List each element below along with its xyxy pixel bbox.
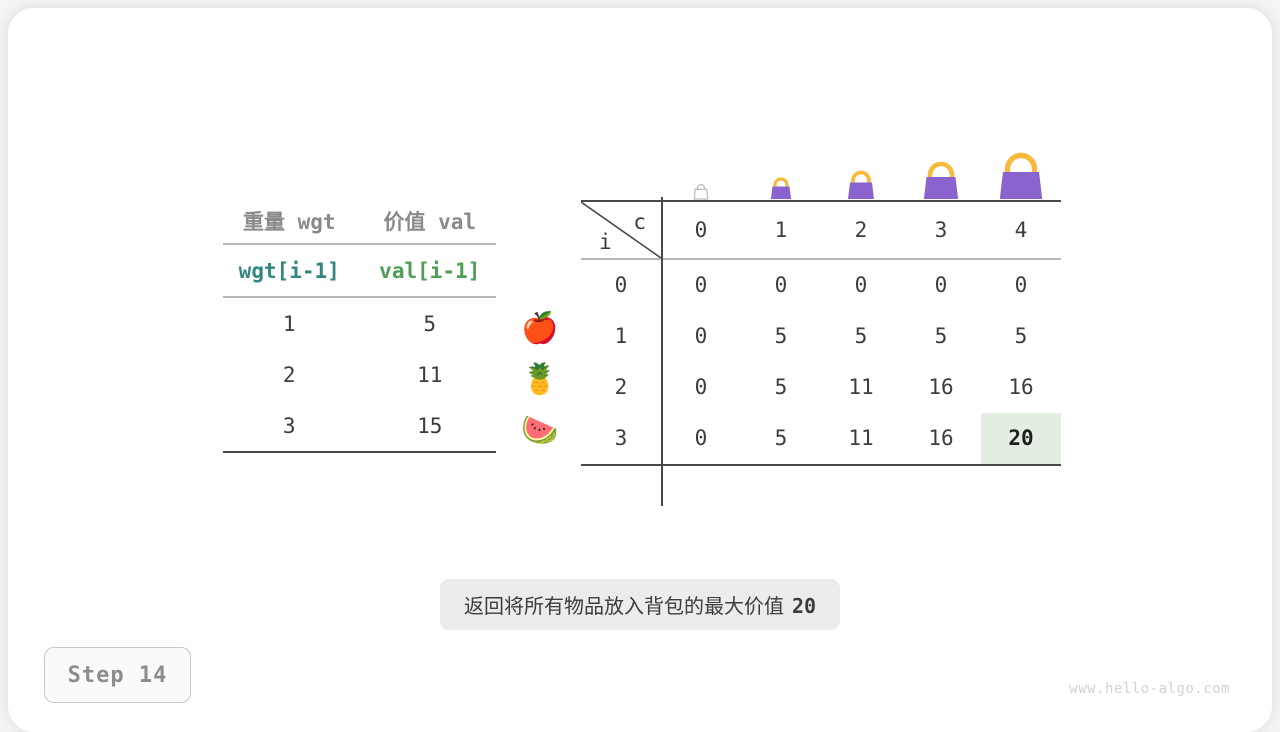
dp-cell-2-0: 0: [694, 375, 708, 399]
watermelon-emoji: 🍉: [521, 413, 559, 448]
dp-axis-label-c: c: [633, 210, 646, 234]
bag-cell-4: [981, 138, 1061, 200]
table-row: 0 0 0 0 0 0: [581, 260, 1061, 311]
bag-icon-1: [770, 177, 792, 199]
dp-col-header-2: 2: [854, 218, 868, 242]
dp-cell-3-4-highlighted: 20: [981, 413, 1061, 464]
bag-cell-3: [901, 138, 981, 200]
caption-value: 20: [791, 594, 817, 618]
items-table-rule-mid: [223, 296, 496, 298]
caption-banner: 返回将所有物品放入背包的最大价值 20: [439, 579, 841, 630]
slide-card: 重量 wgt 价值 val wgt[i-1] val[i-1] 1 5 2 11…: [8, 8, 1272, 732]
item-weight-3: 3: [282, 413, 296, 438]
step-badge-label: Step 14: [67, 662, 168, 688]
items-header-weight: 重量 wgt: [242, 209, 336, 234]
bag-cell-0: [661, 138, 741, 200]
dp-row-header-0: 0: [614, 273, 628, 297]
item-value-2: 11: [417, 362, 443, 387]
dp-rule-bottom: [581, 464, 1061, 466]
table-row: 3 15: [223, 400, 496, 451]
table-row: 1 5: [223, 298, 496, 349]
dp-cell-3-1: 5: [774, 426, 788, 450]
items-subheader-val: val[i-1]: [379, 258, 481, 283]
dp-vertical-divider: [661, 197, 663, 506]
table-row: 3 0 5 11 16 20: [581, 413, 1061, 464]
items-table-rule-top: [223, 243, 496, 245]
items-table-subheader-row: wgt[i-1] val[i-1]: [223, 245, 496, 296]
item-value-3: 15: [417, 413, 443, 438]
dp-row-header-2: 2: [614, 375, 628, 399]
table-row: 1 0 5 5 5 5: [581, 311, 1061, 362]
item-value-1: 5: [423, 311, 437, 336]
dp-cell-2-2: 11: [848, 375, 874, 399]
dp-col-header-3: 3: [934, 218, 948, 242]
dp-rule-mid: [581, 258, 1061, 260]
dp-cell-0-2: 0: [854, 273, 868, 297]
dp-cell-3-3: 16: [928, 426, 954, 450]
fruit-column: 🍎 🍍 🍉: [516, 303, 564, 456]
dp-cell-1-2: 5: [854, 324, 868, 348]
dp-rule-top: [581, 200, 1061, 202]
items-subheader-wgt: wgt[i-1]: [238, 258, 340, 283]
bag-cell-1: [741, 138, 821, 200]
dp-cell-1-3: 5: [934, 324, 948, 348]
bag-icon-3: [923, 161, 959, 199]
dp-col-header-0: 0: [694, 218, 708, 242]
dp-corner-cell: i c: [581, 202, 661, 258]
bag-icon-row: [581, 138, 1061, 200]
dp-col-header-4: 4: [1014, 218, 1028, 242]
dp-col-header-1: 1: [774, 218, 788, 242]
items-table-header-row: 重量 wgt 价值 val: [223, 198, 496, 243]
diagonal-divider-icon: [581, 202, 661, 258]
dp-cell-2-1: 5: [774, 375, 788, 399]
items-table-rule-bottom: [223, 451, 496, 453]
dp-row-header-1: 1: [614, 324, 628, 348]
dp-cell-0-3: 0: [934, 273, 948, 297]
dp-cell-3-0: 0: [694, 426, 708, 450]
bag-icon-2: [848, 170, 874, 199]
dp-table: i c 0 1 2 3 4 0 0 0 0 0 0 1 0 5 5 5 5: [581, 138, 1061, 506]
bag-icon-4: [999, 152, 1043, 199]
table-row: 2 11: [223, 349, 496, 400]
item-weight-2: 2: [282, 362, 296, 387]
bag-icon-empty: [693, 183, 709, 200]
watermark: www.hello-algo.com: [1069, 681, 1230, 697]
dp-cell-1-4: 5: [1014, 324, 1028, 348]
dp-cell-0-4: 0: [1014, 273, 1028, 297]
dp-row-header-3: 3: [614, 426, 628, 450]
item-weight-1: 1: [282, 311, 296, 336]
step-badge: Step 14: [44, 647, 191, 703]
dp-cell-3-2: 11: [848, 426, 874, 450]
dp-axis-label-i: i: [599, 230, 612, 254]
bag-cell-2: [821, 138, 901, 200]
pineapple-emoji: 🍍: [521, 362, 559, 397]
caption-text: 返回将所有物品放入背包的最大价值: [463, 594, 784, 618]
items-table: 重量 wgt 价值 val wgt[i-1] val[i-1] 1 5 2 11…: [223, 198, 496, 453]
dp-cell-1-0: 0: [694, 324, 708, 348]
dp-cell-2-3: 16: [928, 375, 954, 399]
dp-cell-0-1: 0: [774, 273, 788, 297]
dp-cell-1-1: 5: [774, 324, 788, 348]
dp-cell-2-4: 16: [1008, 375, 1034, 399]
apple-emoji: 🍎: [521, 311, 559, 346]
dp-cell-0-0: 0: [694, 273, 708, 297]
table-row: 2 0 5 11 16 16: [581, 362, 1061, 413]
dp-header-row: i c 0 1 2 3 4: [581, 202, 1061, 258]
items-header-value: 价值 val: [383, 209, 477, 234]
